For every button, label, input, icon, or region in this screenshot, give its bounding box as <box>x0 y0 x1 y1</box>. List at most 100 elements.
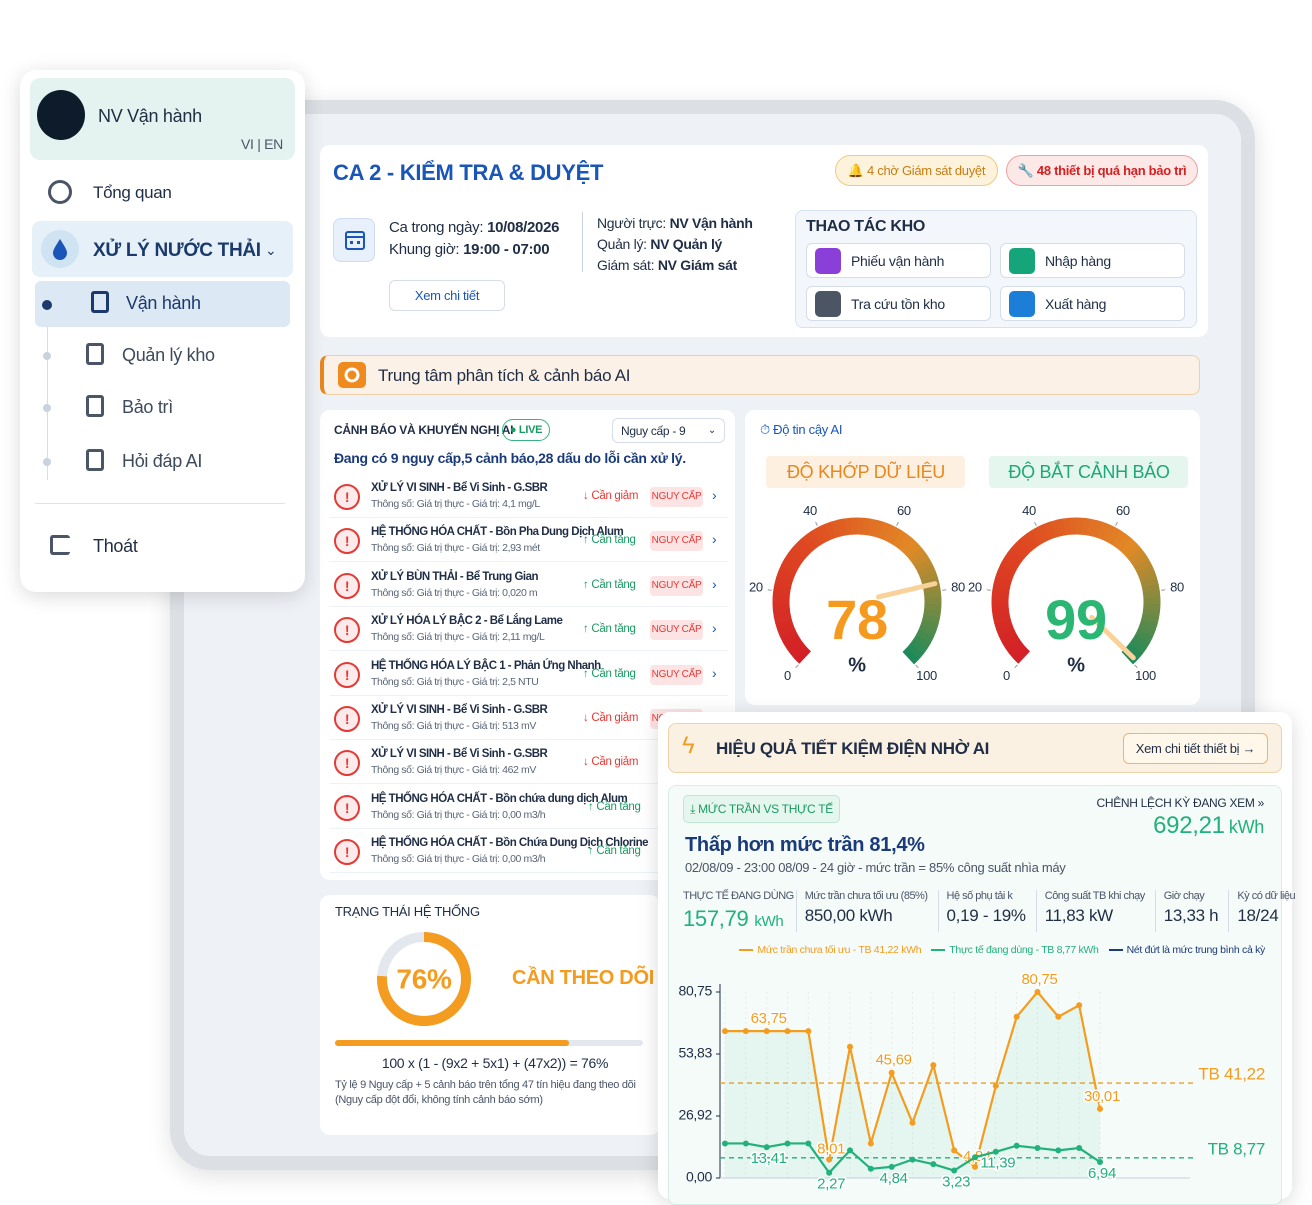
lang[interactable]: EN <box>264 136 283 152</box>
gauge-arc <box>917 644 921 650</box>
gauge-unit: % <box>1067 654 1085 676</box>
pending-badge[interactable]: 🔔 4 chờ Giám sát duyệt <box>835 155 998 186</box>
chevron: › <box>712 487 716 503</box>
chevron: › <box>712 576 716 592</box>
icon <box>1009 248 1035 274</box>
progress-value <box>335 1040 569 1046</box>
divider <box>582 212 583 272</box>
energy-card: ϟ HIỆU QUẢ TIẾT KIỆM ĐIỆN NHỜ AI Xem chi… <box>658 712 1292 1199</box>
gauge-arc <box>915 553 919 558</box>
language-switch[interactable]: VI | EN <box>241 136 283 152</box>
gauge-arc <box>782 585 783 592</box>
gauge-tick <box>1035 522 1037 526</box>
y-tick-label: 80,75 <box>678 983 712 999</box>
gauge-tick-label: 20 <box>968 580 982 595</box>
point <box>847 1044 853 1050</box>
gauge-unit: % <box>848 654 866 676</box>
warehouse-button[interactable]: Xuất hàng <box>1000 286 1185 321</box>
filter-select[interactable]: Nguy cấp - 9⌄ <box>612 418 725 443</box>
gauge-arc <box>1105 532 1111 535</box>
alert-action: ↓ Cần giảm <box>583 756 638 768</box>
nav-item[interactable]: Vận hành <box>126 293 201 314</box>
alert-action: ↑ Cần tăng <box>583 668 636 680</box>
gauge-arc <box>1130 549 1135 554</box>
gear-icon <box>338 362 366 388</box>
y-tick-label: 26,92 <box>678 1107 712 1123</box>
alert-icon: ! <box>334 528 360 554</box>
value-label: 13,41 <box>751 1150 787 1167</box>
role: Quản lý: NV Quản lý <box>597 234 753 255</box>
gauge-arc <box>1002 579 1004 586</box>
nav-section-title: XỬ LÝ NƯỚC THẢI <box>93 240 261 262</box>
shift-date: Ca trong ngày: 10/08/2026 <box>389 219 559 236</box>
gauge-arc <box>1002 621 1004 628</box>
point <box>722 1028 728 1034</box>
warehouse-button[interactable]: Nhập hàng <box>1000 243 1185 278</box>
gauge-arc <box>828 530 834 532</box>
gauge-arc <box>807 540 812 544</box>
water-icon <box>41 230 79 268</box>
gauge-tick <box>1015 665 1018 668</box>
point <box>1055 1014 1061 1020</box>
nav-item[interactable]: Quản lý kho <box>122 345 215 366</box>
detail-button[interactable]: Xem chi tiết <box>389 280 505 311</box>
gauge-arc <box>797 648 801 653</box>
warehouse-button[interactable]: Phiếu vận hành <box>806 243 991 278</box>
gauge-title: ĐỘ BẮT CẢNH BÁO <box>1008 461 1169 482</box>
logout[interactable]: Thoát <box>93 536 138 557</box>
gauge-arc <box>1121 541 1126 545</box>
button-text: Tra cứu tồn kho <box>851 296 945 312</box>
y-tick-label: 53,83 <box>678 1045 712 1061</box>
alert-row[interactable]: !HỆ THỐNG HÓA CHẤT - Bồn Pha Dung Dịch A… <box>330 520 728 562</box>
label: Khung giờ: <box>389 241 459 258</box>
nav-item[interactable]: Bảo trì <box>122 397 173 418</box>
gauge-arc <box>1008 563 1011 569</box>
gauge-arc <box>793 643 797 649</box>
gauge-arc <box>1149 616 1151 623</box>
gauge-arc <box>800 653 805 658</box>
gauge-arc <box>795 553 799 558</box>
lang[interactable]: VI <box>241 136 254 152</box>
alert-icon: ! <box>334 750 360 776</box>
gauge-arc <box>1064 526 1071 527</box>
gauge-arc <box>1144 569 1147 575</box>
nav-item[interactable]: Hỏi đáp AI <box>122 451 202 472</box>
gauge-arc <box>886 532 892 535</box>
reference-label: TB 8,77 <box>1208 1139 1265 1158</box>
alert-level: NGUY CẤP <box>650 620 703 640</box>
point <box>743 1140 749 1146</box>
alert-level: NGUY CẤP <box>650 487 703 507</box>
gauge-arc <box>881 530 887 532</box>
gauge-arc <box>902 541 907 545</box>
button-text: Phiếu vận hành <box>851 253 944 269</box>
sidebar: NV Vận hành VI | EN Tổng quan XỬ LÝ NƯỚC… <box>20 70 305 592</box>
gauge-tick-label: 100 <box>1135 668 1156 683</box>
role-label: Giám sát: <box>597 257 654 273</box>
gauge-arc <box>1052 528 1059 530</box>
overdue-badge[interactable]: 🔧 48 thiết bị quá hạn bảo trì <box>1006 155 1198 186</box>
point <box>805 1028 811 1034</box>
warehouse-button[interactable]: Tra cứu tồn kho <box>806 286 991 321</box>
value-label: 11,39 <box>980 1155 1015 1172</box>
chevron: ⌄ <box>265 242 276 259</box>
alert-detail: Thông số: Giá trị thực - Giá trị: 462 mV <box>371 764 536 776</box>
gauge-arc <box>1151 592 1152 599</box>
gauge-arc <box>920 639 924 645</box>
value-label: 4,84 <box>880 1170 908 1187</box>
nav-item[interactable]: Tổng quan <box>93 183 172 203</box>
icon <box>815 248 841 274</box>
role-name: NV Giám sát <box>658 257 737 273</box>
alert-detail: Thông số: Giá trị thực - Giá trị: 2,5 NT… <box>371 676 538 688</box>
logout-icon <box>50 535 70 555</box>
nav-icon <box>86 449 104 471</box>
role-name: NV Vận hành <box>670 215 753 231</box>
point <box>951 1147 957 1153</box>
filter-text: Nguy cấp - 9 <box>621 424 685 438</box>
gauge-tick <box>1161 590 1165 591</box>
gauge-arc <box>1004 627 1007 633</box>
alert-detail: Thông số: Giá trị thực - Giá trị: 0,020 … <box>371 587 537 599</box>
